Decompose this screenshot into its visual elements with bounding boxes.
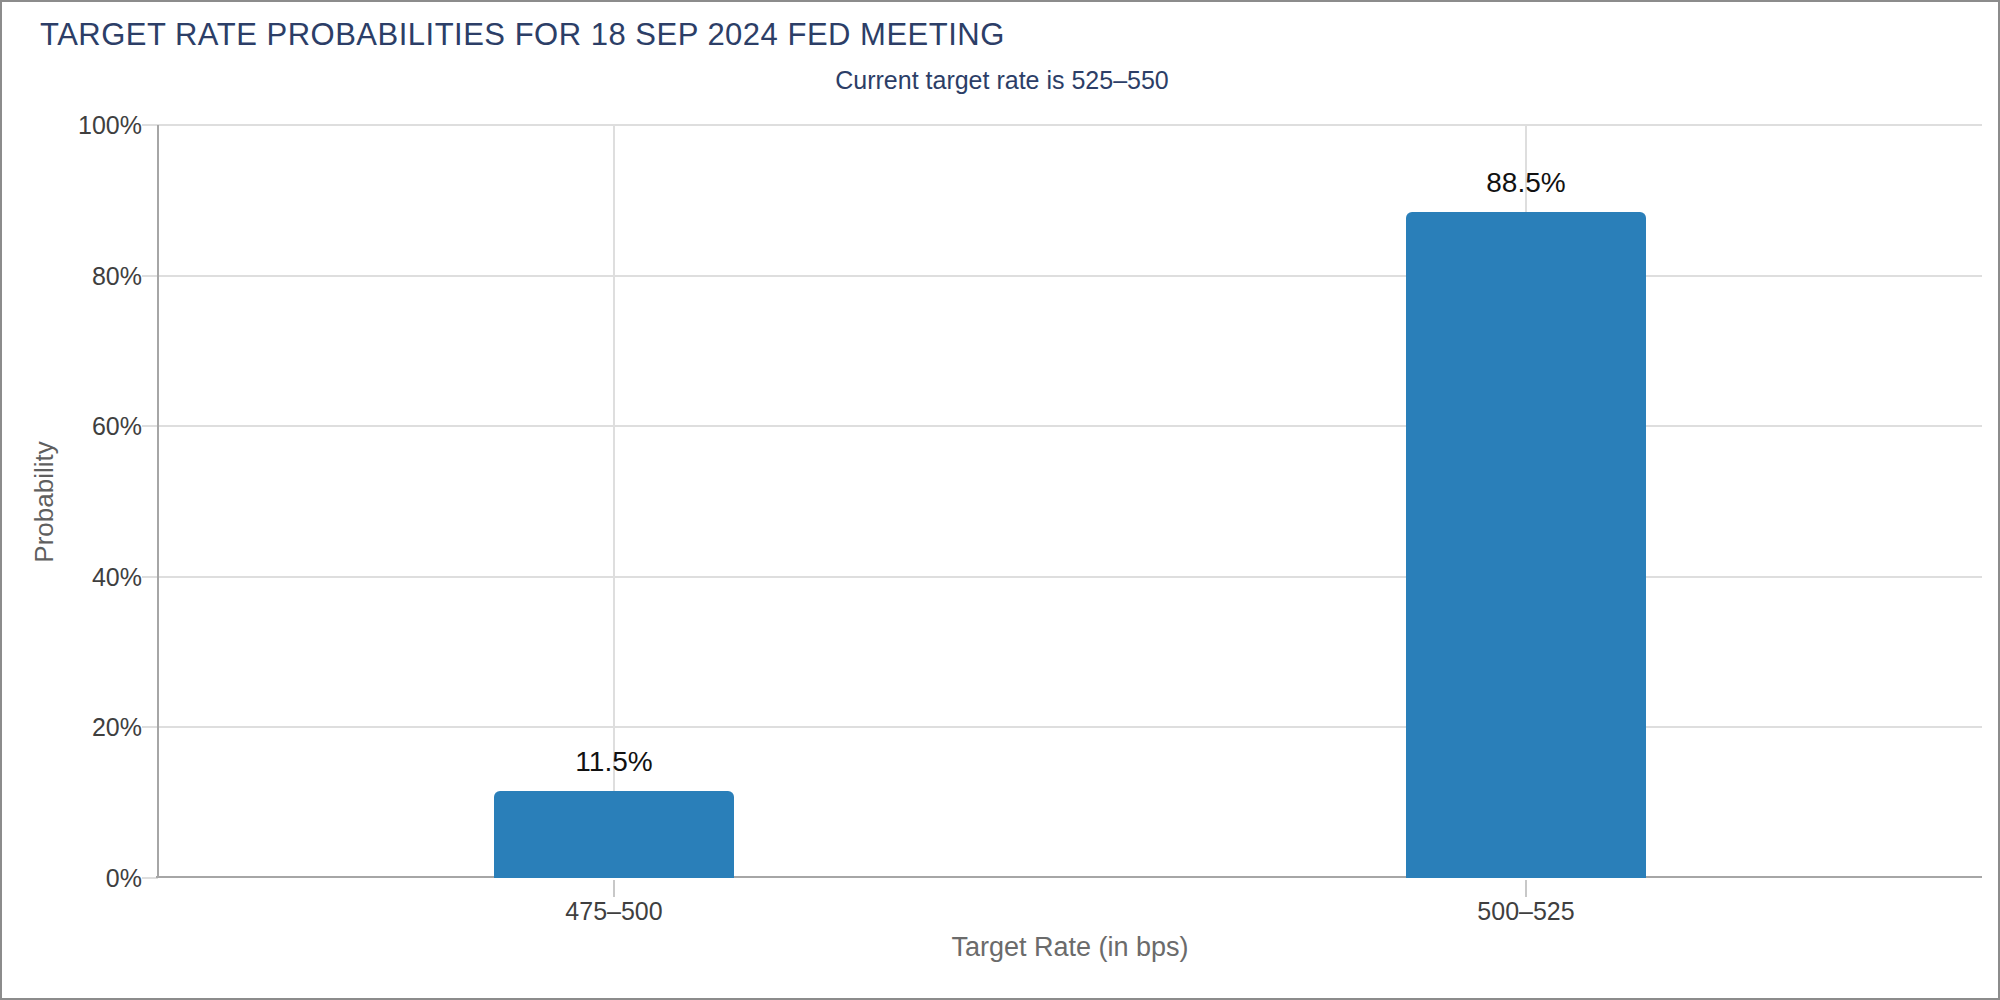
y-tick-label: 0% xyxy=(0,866,142,891)
bar-value-label: 88.5% xyxy=(1376,166,1676,200)
y-gridline xyxy=(158,726,1982,728)
y-tick-mark xyxy=(142,425,158,427)
y-gridline xyxy=(158,576,1982,578)
y-tick-label: 40% xyxy=(0,565,142,590)
x-tick-label: 475–500 xyxy=(464,897,764,926)
y-tick-label: 80% xyxy=(0,264,142,289)
y-tick-label: 100% xyxy=(0,113,142,138)
chart-bar[interactable] xyxy=(1406,212,1646,878)
plot-area: 0%20%40%60%80%100%11.5%475–50088.5%500–5… xyxy=(158,125,1982,878)
y-gridline xyxy=(158,425,1982,427)
y-tick-mark xyxy=(142,726,158,728)
y-tick-label: 60% xyxy=(0,414,142,439)
x-tick-mark xyxy=(1525,880,1527,897)
y-tick-mark xyxy=(142,576,158,578)
x-axis-title: Target Rate (in bps) xyxy=(158,932,1982,963)
y-gridline xyxy=(158,124,1982,126)
chart-title: TARGET RATE PROBABILITIES FOR 18 SEP 202… xyxy=(40,16,1005,54)
x-axis-line xyxy=(156,876,1982,878)
y-gridline xyxy=(158,275,1982,277)
y-axis-title: Probability xyxy=(29,441,60,562)
fedwatch-probability-chart: TARGET RATE PROBABILITIES FOR 18 SEP 202… xyxy=(0,0,2000,1000)
y-axis-line xyxy=(157,125,159,878)
y-tick-label: 20% xyxy=(0,715,142,740)
y-tick-mark xyxy=(142,275,158,277)
chart-bar[interactable] xyxy=(494,791,734,878)
x-tick-mark xyxy=(613,880,615,897)
x-tick-label: 500–525 xyxy=(1376,897,1676,926)
y-tick-mark xyxy=(142,124,158,126)
bar-value-label: 11.5% xyxy=(464,745,764,779)
chart-subtitle: Current target rate is 525–550 xyxy=(2,66,2000,95)
